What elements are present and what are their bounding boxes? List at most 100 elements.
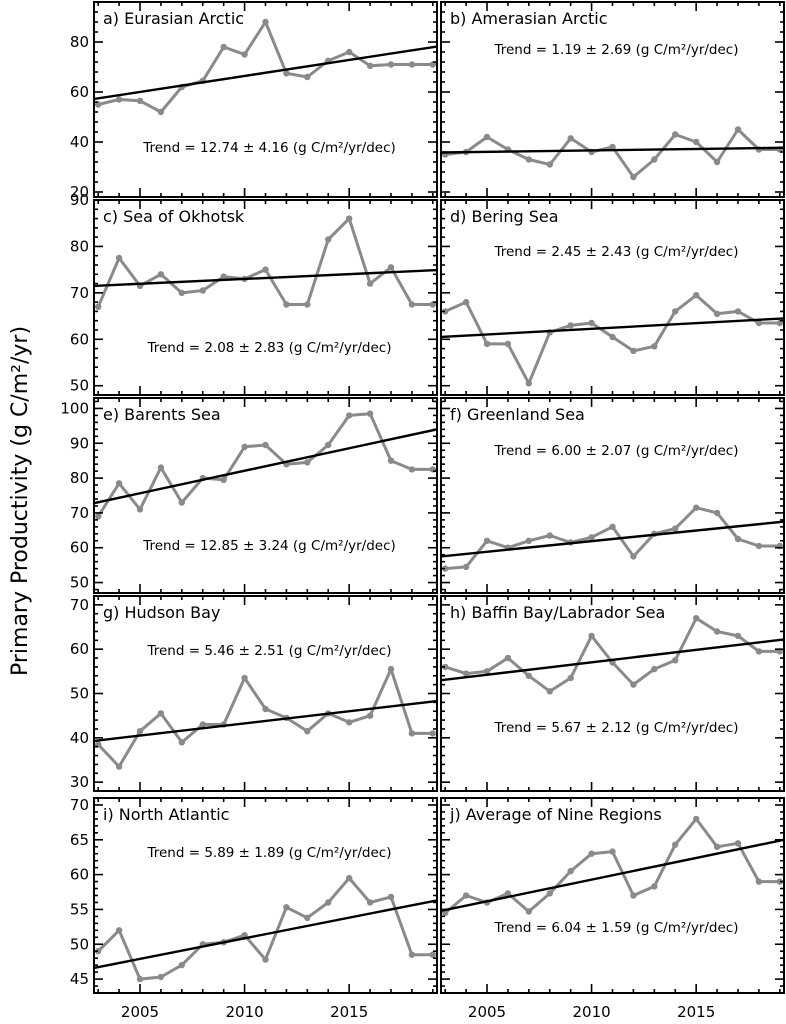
data-point xyxy=(713,310,721,317)
data-point xyxy=(651,343,658,350)
data-point xyxy=(408,61,416,68)
series-line xyxy=(97,876,433,981)
y-tick-label: 50 xyxy=(70,935,89,953)
data-point xyxy=(609,333,616,341)
panel-frame xyxy=(440,397,785,594)
data-point xyxy=(262,18,269,26)
data-point xyxy=(95,303,102,310)
data-point xyxy=(609,523,616,530)
y-tick-label: 100 xyxy=(60,399,89,417)
data-point xyxy=(157,271,165,278)
trend-annotation: Trend = 5.89 ± 1.89 (g C/m²/yr/dec) xyxy=(146,845,391,861)
data-point xyxy=(672,657,679,664)
data-point xyxy=(262,956,269,963)
y-tick-label: 55 xyxy=(70,900,89,918)
data-point xyxy=(408,466,416,473)
panel-g: 30 40 50 60 70 g) Hudson Bay Trend = 5.46 ± 2.… xyxy=(70,595,438,792)
data-point xyxy=(546,890,553,897)
panel-frame xyxy=(440,797,785,994)
data-point xyxy=(283,301,290,308)
data-point xyxy=(651,665,658,673)
panel-title: f) Greenland Sea xyxy=(450,405,585,424)
x-tick-label: 2015 xyxy=(330,1003,368,1021)
data-point xyxy=(220,273,227,280)
y-tick-label: 65 xyxy=(70,831,89,849)
data-point xyxy=(115,480,123,487)
data-point xyxy=(199,287,206,294)
data-point xyxy=(157,710,165,717)
data-point xyxy=(366,280,374,287)
data-point xyxy=(366,410,374,417)
data-point xyxy=(693,815,700,823)
data-point xyxy=(325,441,332,449)
y-tick-label: 70 xyxy=(70,284,89,302)
data-point xyxy=(387,457,395,464)
series-line xyxy=(97,667,433,769)
x-tick-label: 2015 xyxy=(677,1003,715,1021)
trend-annotation: Trend = 1.19 ± 2.69 (g C/m²/yr/dec) xyxy=(493,42,738,58)
data-point xyxy=(366,62,374,69)
data-point xyxy=(734,126,742,133)
data-point xyxy=(95,948,102,955)
panel-frame xyxy=(93,199,438,396)
panel-title: b) Amerasian Arctic xyxy=(450,9,608,28)
data-point xyxy=(408,301,416,308)
data-point xyxy=(713,843,721,850)
y-tick-label: 80 xyxy=(70,33,89,51)
data-point xyxy=(157,464,165,471)
y-tick-label: 70 xyxy=(70,796,89,814)
data-point xyxy=(346,874,353,882)
data-point xyxy=(567,135,574,142)
data-point xyxy=(462,298,470,306)
panel-title: a) Eurasian Arctic xyxy=(103,9,244,28)
trend-annotation: Trend = 5.46 ± 2.51 (g C/m²/yr/dec) xyxy=(146,643,391,659)
panel-h: h) Baffin Bay/Labrador Sea Trend = 5.67 ±… xyxy=(440,595,785,792)
data-point xyxy=(387,893,395,901)
panel-frame xyxy=(93,595,438,792)
series-line xyxy=(97,20,433,114)
data-point xyxy=(755,542,763,550)
data-point xyxy=(136,728,144,735)
data-point xyxy=(588,632,595,640)
data-point xyxy=(325,236,332,243)
data-point xyxy=(693,615,700,622)
data-point xyxy=(588,534,595,541)
y-tick-label: 80 xyxy=(70,469,89,487)
panel-title: j) Average of Nine Regions xyxy=(449,805,662,824)
data-point xyxy=(178,289,185,297)
y-tick-label: 60 xyxy=(70,640,89,658)
y-tick-label: 45 xyxy=(70,970,89,988)
data-point xyxy=(442,565,449,572)
y-tick-label: 50 xyxy=(70,574,89,592)
data-point xyxy=(672,525,679,532)
data-point xyxy=(408,730,416,737)
data-point xyxy=(346,215,353,222)
data-point xyxy=(157,108,165,116)
data-point xyxy=(525,537,532,544)
panel-c: 50 60 70 80 90 c) Sea of Okhotsk Trend = 2.08 … xyxy=(70,191,438,396)
data-point xyxy=(672,131,679,138)
trend-line xyxy=(441,520,784,558)
series-line xyxy=(445,128,780,179)
data-point xyxy=(462,563,470,571)
panel-frame xyxy=(440,1,785,198)
trend-line xyxy=(94,699,437,743)
data-point xyxy=(713,158,721,166)
y-tick-label: 60 xyxy=(70,330,89,348)
data-point xyxy=(442,308,449,315)
y-tick-label: 30 xyxy=(70,773,89,791)
data-point xyxy=(755,319,763,327)
data-point xyxy=(429,951,436,958)
trend-line xyxy=(441,838,784,912)
series-line xyxy=(96,217,433,308)
data-point xyxy=(630,173,637,181)
data-point xyxy=(346,719,353,726)
data-point xyxy=(483,537,491,544)
panel-e: 50 60 70 80 90 100 e) Barents Sea Trend = 12.85… xyxy=(60,397,438,594)
data-point xyxy=(429,61,436,68)
trend-annotation: Trend = 6.04 ± 1.59 (g C/m²/yr/dec) xyxy=(493,920,738,936)
data-point xyxy=(630,681,637,688)
panel-title: e) Barents Sea xyxy=(103,405,221,424)
data-point xyxy=(713,509,721,517)
trend-line xyxy=(441,638,784,682)
